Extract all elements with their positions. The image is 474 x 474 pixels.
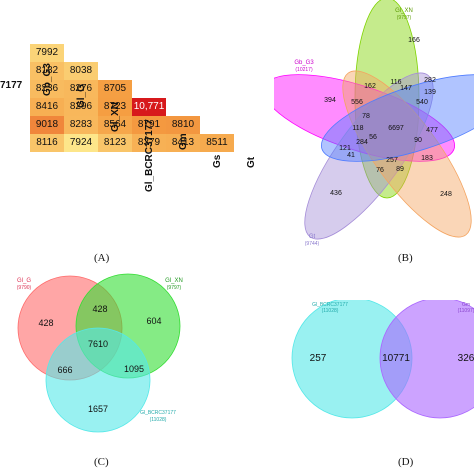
venn2-set — [379, 300, 474, 419]
venn5-value: 56 — [369, 134, 377, 141]
venn3-panel: Gl_G(9790) Gl_XN(9797) Gl_BCRC37177(11028)… — [17, 273, 183, 433]
venn3-value: 428 — [38, 318, 53, 328]
venn3-value: 7610 — [88, 339, 108, 349]
venn5-value: 41 — [347, 152, 355, 159]
venn3-set-label: Gl_XN — [165, 278, 183, 284]
venn5-value: 139 — [424, 89, 436, 96]
venn3-value: 604 — [146, 316, 161, 326]
venn2-set-label: Gm — [462, 302, 470, 308]
venn3-set-label: Gl_BCRC37177 — [140, 410, 176, 416]
venn5-value: 183 — [421, 155, 433, 162]
venn2-set-label: Gl_BCRC37177 — [312, 302, 348, 308]
panel-label-a: (A) — [94, 252, 110, 264]
venn5-value: 394 — [324, 97, 336, 104]
heatmap-column-label: Gl_XN — [110, 101, 121, 132]
venn5-value: 90 — [414, 137, 422, 144]
venn5-set-count: (10217) — [295, 67, 313, 73]
venn2-value: 257 — [310, 353, 327, 364]
venn5-set-label: Gl_XN — [395, 8, 413, 14]
venn2-value: 10771 — [382, 353, 410, 364]
heatmap-cell: 8723 — [98, 98, 132, 116]
venn5-value: 248 — [440, 191, 452, 198]
venn5-set — [354, 0, 420, 199]
venn5-set-count: (9797) — [397, 15, 412, 21]
heatmap-column-label: Gs — [212, 154, 223, 168]
venn2-value: 326 — [458, 353, 474, 364]
heatmap-column-label: Gb_G3 — [42, 63, 53, 96]
heatmap-cell: 8810 — [166, 116, 200, 134]
venn5-value: 436 — [330, 190, 342, 197]
heatmap-cell: 8416 — [30, 98, 64, 116]
heatmap-cell: 8038 — [64, 62, 98, 80]
venn5-set — [274, 74, 456, 162]
heatmap-cell: 8276 — [64, 80, 98, 98]
panel-label-d: (D) — [398, 456, 414, 468]
venn3-value: 1095 — [124, 364, 144, 374]
venn5-set — [304, 72, 434, 240]
venn5-value: 121 — [339, 145, 351, 152]
venn5-value: 6697 — [388, 125, 404, 132]
venn5-value: 282 — [424, 77, 436, 84]
venn3-set-label: Gl_G — [17, 278, 31, 284]
venn5-set — [320, 74, 474, 162]
heatmap-cell: 8116 — [30, 134, 64, 152]
venn5-value: 76 — [376, 167, 384, 174]
venn5-set-label: Gb_G3 — [294, 60, 314, 66]
venn3-value: 1657 — [88, 404, 108, 414]
heatmap-cell: 10,771 — [132, 98, 166, 116]
heatmap-cell: 8123 — [98, 134, 132, 152]
heatmap-cell: 8511 — [200, 134, 234, 152]
venn5-value: 556 — [351, 99, 363, 106]
venn5-value: 477 — [426, 127, 438, 134]
heatmap-cell: 8236 — [30, 80, 64, 98]
heatmap-cell: 8296 — [64, 98, 98, 116]
panel-label-c: (C) — [94, 456, 109, 468]
venn5-panel: Gl_XN(9797) Gb_G3(10217) Gt(9744) 166 394 436… — [274, 0, 474, 247]
heatmap-cell: 8379 — [132, 134, 166, 152]
heatmap-panel: 7177 7992 8182 8038 8236 8276 8705 8416 8296 872… — [0, 0, 257, 240]
heatmap-cell: 9018 — [30, 116, 64, 134]
venn5-value: 162 — [364, 83, 376, 90]
venn5-value: 540 — [416, 99, 428, 106]
heatmap-cell: 8413 — [166, 134, 200, 152]
heatmap-cell: 8283 — [64, 116, 98, 134]
venn5-set-label: Gt — [309, 234, 316, 240]
venn3-set-count: (11028) — [150, 417, 167, 423]
heatmap-cell: 8705 — [98, 80, 132, 98]
venn5-value: 89 — [396, 166, 404, 173]
venn2-set-count: (11028) — [322, 308, 339, 314]
heatmap-column-label: Gl_G — [76, 84, 87, 108]
venn5-value: 147 — [400, 85, 412, 92]
venn5-value: 78 — [362, 113, 370, 120]
venn5-value: 118 — [352, 125, 363, 132]
venn5-value: 166 — [408, 37, 420, 44]
venn5-value: 257 — [386, 157, 398, 164]
heatmap-cell: 7992 — [30, 44, 64, 62]
venn5-set-count: (9744) — [305, 241, 320, 247]
venn5-value: 116 — [390, 79, 401, 86]
venn2-set-count: (11097) — [458, 308, 474, 314]
venn5-value: 284 — [356, 139, 368, 146]
heatmap-cell: 7924 — [64, 134, 98, 152]
heatmap-column-label: Gl_BCRC37177 — [144, 119, 155, 192]
heatmap-column-label: Gm — [178, 133, 189, 150]
panel-label-b: (B) — [398, 252, 413, 264]
heatmap-cell: 8182 — [30, 62, 64, 80]
heatmap-column-label: Gt — [246, 156, 257, 168]
heatmap-cell: 8791 — [132, 116, 166, 134]
venn3-set-count: (9797) — [167, 285, 182, 291]
venn3-set — [45, 327, 151, 433]
venn3-value: 428 — [92, 304, 107, 314]
venn3-set-count: (9790) — [17, 285, 32, 291]
venn2-panel: Gl_BCRC37177(11028) Gm(11097) 257 10771 326 — [291, 300, 474, 419]
heatmap-row-label: 7177 — [0, 80, 23, 91]
venn3-value: 666 — [57, 365, 72, 375]
heatmap-cell: 8564 — [98, 116, 132, 134]
